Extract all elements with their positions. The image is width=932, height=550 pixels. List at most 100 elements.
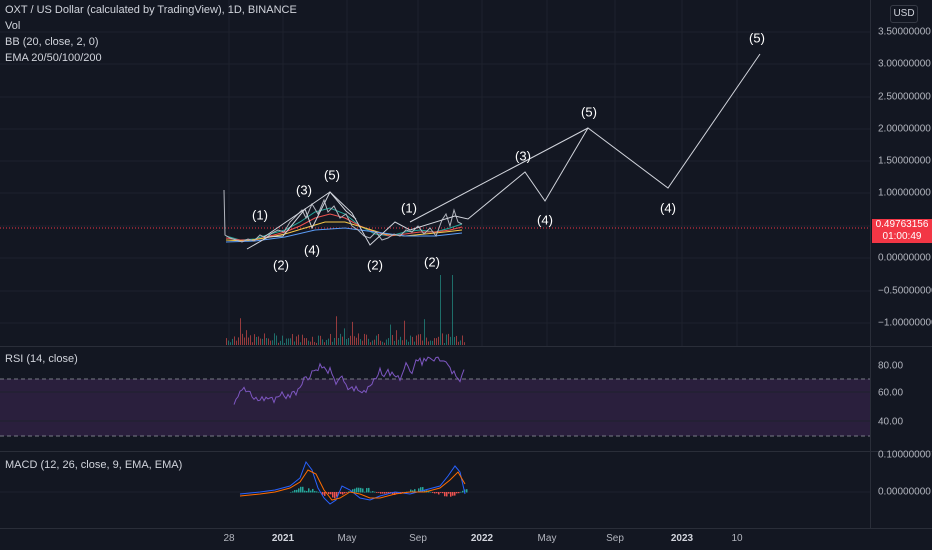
volume-bar (454, 337, 455, 345)
rsi-legend[interactable]: RSI (14, close) (5, 353, 78, 365)
volume-bar (272, 340, 273, 345)
main-chart-pane[interactable]: OXT / US Dollar (calculated by TradingVi… (0, 0, 870, 346)
macd-hist-bar (428, 490, 430, 493)
volume-bar (252, 342, 253, 345)
volume-bar (238, 337, 239, 345)
macd-hist-bar (378, 492, 380, 493)
volume-bar (342, 336, 343, 345)
price-axis-label: 2.50000000 (878, 91, 931, 103)
macd-hist-bar (388, 492, 390, 494)
volume-bar (434, 338, 435, 345)
elliott-wave-lines (246, 53, 761, 250)
volume-bar (348, 337, 349, 345)
volume-bar (366, 334, 367, 345)
time-axis-label: May (337, 533, 357, 544)
rsi-pane[interactable]: RSI (14, close) (0, 347, 870, 451)
symbol-legend[interactable]: OXT / US Dollar (calculated by TradingVi… (5, 4, 297, 16)
volume-bar (416, 335, 417, 345)
volume-bar (390, 324, 391, 345)
macd-hist-bar (304, 490, 306, 493)
volume-bar (444, 342, 445, 345)
volume-bar (228, 340, 229, 345)
macd-hist-bar (308, 488, 310, 493)
macd-hist-bar (362, 488, 364, 493)
volume-bar (246, 330, 247, 345)
volume-bar (398, 339, 399, 345)
volume-bar (230, 342, 231, 345)
volume-bar (302, 334, 303, 345)
macd-hist-bar (434, 492, 436, 494)
volume-bar (372, 340, 373, 345)
pane-separator[interactable] (0, 451, 932, 452)
time-axis-label: 2023 (670, 533, 694, 544)
volume-bar (330, 333, 331, 345)
volume-bar (288, 338, 289, 345)
macd-hist-bar (436, 492, 438, 494)
volume-bar (464, 342, 465, 345)
wave-label: (5) (749, 30, 765, 46)
volume-bar (442, 333, 443, 345)
ema-legend[interactable]: EMA 20/50/100/200 (5, 52, 102, 64)
volume-legend[interactable]: Vol (5, 20, 21, 32)
macd-hist-bar (358, 487, 360, 493)
macd-legend[interactable]: MACD (12, 26, close, 9, EMA, EMA) (5, 459, 183, 471)
volume-bar (344, 328, 345, 345)
volume-bar (412, 336, 413, 345)
time-axis-label: May (537, 533, 557, 544)
volume-bar (332, 341, 333, 345)
macd-axis-label: 0.00000000 (878, 486, 931, 498)
bollinger-legend[interactable]: BB (20, close, 2, 0) (5, 36, 99, 48)
wave-label: (1) (401, 200, 417, 216)
macd-hist-bar (376, 492, 378, 493)
volume-bar (456, 335, 457, 345)
volume-bar (414, 341, 415, 345)
macd-hist-bar (346, 492, 348, 493)
volume-bar (356, 337, 357, 345)
macd-hist-bar (364, 491, 366, 493)
macd-hist-bar (418, 488, 420, 493)
macd-svg (0, 460, 870, 505)
volume-bar (310, 341, 311, 345)
time-axis-label: 2021 (271, 533, 295, 544)
volume-bar (340, 333, 341, 345)
volume-bar (438, 336, 439, 345)
macd-hist-bar (298, 488, 300, 493)
macd-hist-bar (384, 492, 386, 494)
volume-bar (354, 336, 355, 345)
pane-separator[interactable] (0, 346, 932, 347)
macd-hist-bar (444, 492, 446, 497)
volume-bar (264, 333, 265, 345)
rsi-axis-label: 40.00 (878, 416, 904, 428)
volume-bar (384, 342, 385, 345)
currency-button[interactable]: USD (890, 5, 918, 23)
volume-bar (296, 336, 297, 345)
volume-bar (268, 338, 269, 345)
volume-bar (358, 333, 359, 345)
macd-hist-bar (456, 492, 458, 494)
volume-bar (374, 339, 375, 345)
macd-hist-bar (458, 492, 460, 494)
macd-hist-bar (424, 490, 426, 493)
volume-bar (262, 338, 263, 345)
volume-bar (446, 334, 447, 345)
macd-hist-bar (312, 488, 314, 493)
volume-bar (260, 338, 261, 345)
volume-bar (318, 335, 319, 345)
volume-bar (378, 333, 379, 345)
volume-bar (240, 318, 241, 345)
volume-bar (388, 338, 389, 345)
macd-hist-bar (380, 492, 382, 494)
macd-hist-bar (310, 490, 312, 493)
volume-bar (308, 340, 309, 345)
volume-bar (294, 341, 295, 345)
volume-bar (290, 338, 291, 345)
volume-bar (304, 338, 305, 345)
macd-hist-bar (402, 492, 404, 493)
volume-bar (334, 338, 335, 345)
wave-label: (2) (273, 257, 289, 273)
macd-pane[interactable]: MACD (12, 26, close, 9, EMA, EMA) (0, 452, 870, 528)
price-axis[interactable] (870, 0, 932, 528)
macd-hist-bar (302, 486, 304, 493)
macd-hist-bar (452, 492, 454, 496)
volume-bar (462, 335, 463, 345)
